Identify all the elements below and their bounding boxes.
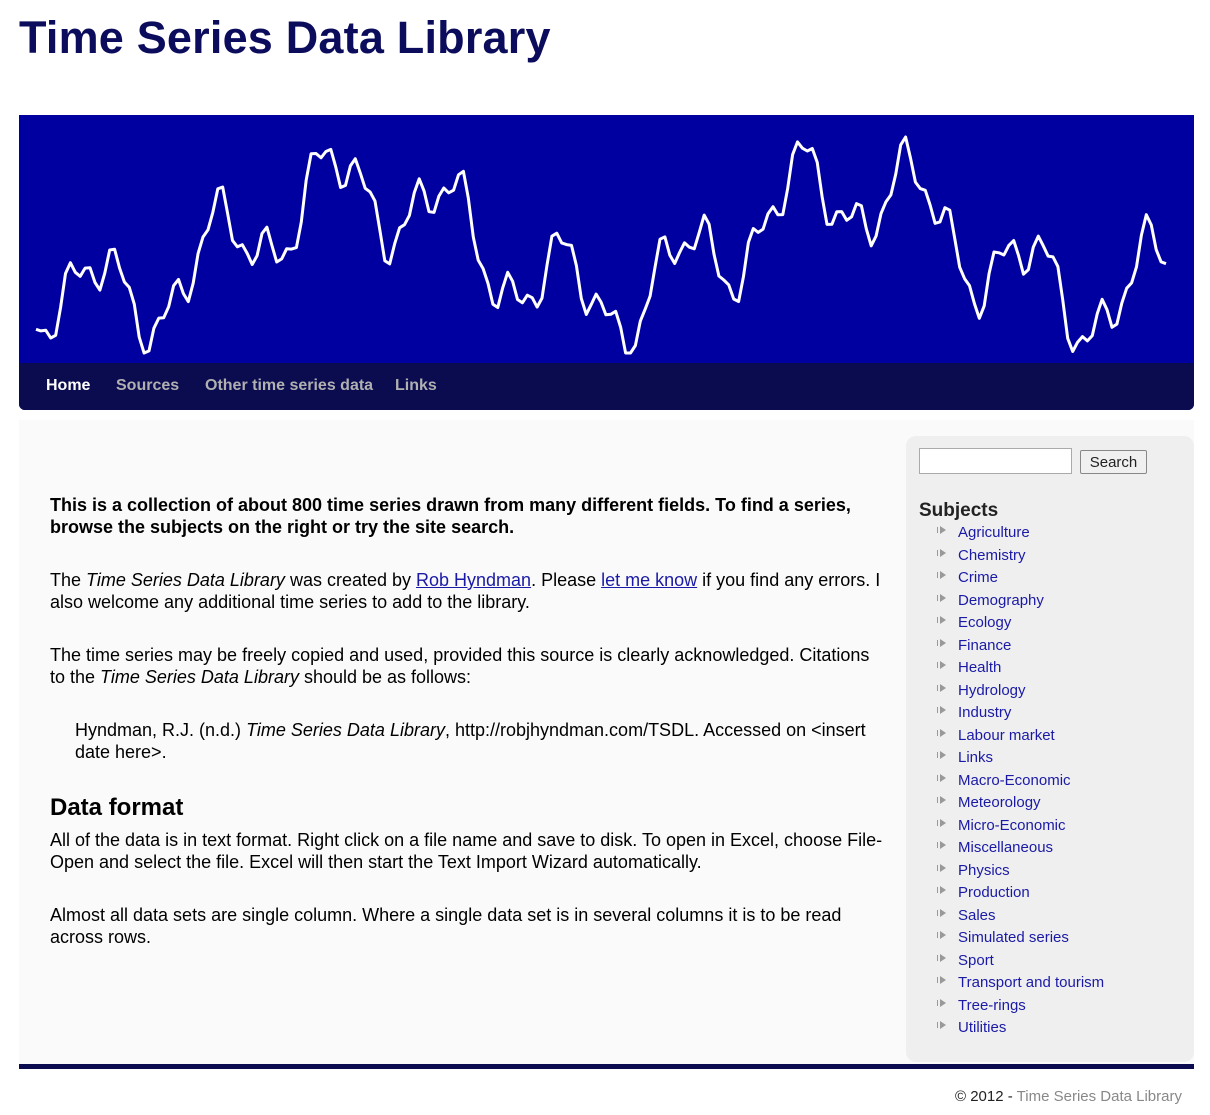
nav-home[interactable]: Home	[46, 377, 91, 394]
creator-paragraph: The Time Series Data Library was created…	[50, 570, 881, 612]
subject-link-simulated-series[interactable]: Simulated series	[958, 929, 1069, 946]
arrow-bullet-icon	[937, 976, 946, 984]
subject-link-chemistry[interactable]: Chemistry	[958, 546, 1026, 564]
subject-link-micro-economic[interactable]: Micro-Economic	[958, 816, 1066, 834]
sidebar: Search Subjects Agriculture Chemistry Crim…	[906, 436, 1194, 1062]
subject-link-industry[interactable]: Industry	[958, 704, 1012, 721]
arrow-bullet-icon	[937, 593, 946, 602]
footer: © 2012 - Time Series Data Library	[955, 1088, 1182, 1105]
subject-link-demography[interactable]: Demography	[958, 591, 1044, 609]
data-format-paragraph: All of the data is in text format. Right…	[50, 830, 883, 872]
arrow-bullet-icon	[937, 998, 946, 1007]
content-area: This is a collection of about 800 time s…	[19, 420, 1194, 1064]
data-format-heading: Data format	[50, 794, 184, 821]
subject-link-sales[interactable]: Sales	[958, 906, 996, 924]
arrow-bullet-icon	[937, 526, 946, 534]
main-content: This is a collection of about 800 time s…	[50, 494, 885, 948]
footer-copyright: © 2012 -	[955, 1088, 1017, 1105]
subject-link-tree-rings[interactable]: Tree-rings	[958, 996, 1026, 1014]
arrow-bullet-icon	[937, 661, 946, 669]
arrow-bullet-icon	[937, 706, 946, 714]
arrow-bullet-icon	[937, 548, 946, 557]
arrow-bullet-icon	[937, 886, 946, 894]
arrow-bullet-icon	[937, 931, 946, 939]
arrow-bullet-icon	[937, 953, 946, 962]
main-navigation: Home Sources Other time series data Link…	[19, 363, 1194, 410]
subject-link-health[interactable]: Health	[958, 659, 1002, 676]
columns-paragraph: Almost all data sets are single column. …	[50, 905, 842, 947]
subjects-heading: Subjects	[919, 500, 999, 521]
arrow-bullet-icon	[937, 841, 946, 849]
footer-divider	[19, 1064, 1194, 1069]
banner-time-series-graphic	[35, 135, 1167, 355]
let-me-know-link[interactable]: let me know	[601, 570, 698, 590]
nav-sources[interactable]: Sources	[116, 377, 180, 394]
subject-link-hydrology[interactable]: Hydrology	[958, 681, 1026, 699]
arrow-bullet-icon	[937, 683, 946, 692]
subject-link-macro-economic[interactable]: Macro-Economic	[958, 771, 1071, 789]
arrow-bullet-icon	[937, 571, 946, 579]
usage-paragraph: The time series may be freely copied and…	[50, 645, 870, 687]
arrow-bullet-icon	[937, 863, 946, 872]
subject-link-labour-market[interactable]: Labour market	[958, 726, 1055, 744]
subject-link-meteorology[interactable]: Meteorology	[958, 794, 1041, 811]
subject-link-links[interactable]: Links	[958, 749, 994, 766]
site-title: Time Series Data Library	[19, 12, 551, 63]
citation-block: Hyndman, R.J. (n.d.) Time Series Data Li…	[75, 720, 866, 762]
subject-link-utilities[interactable]: Utilities	[958, 1019, 1007, 1036]
nav-links[interactable]: Links	[395, 377, 437, 394]
search-input[interactable]	[919, 448, 1072, 474]
intro-text: This is a collection of about 800 time s…	[50, 495, 851, 537]
arrow-bullet-icon	[937, 638, 946, 647]
subject-link-ecology[interactable]: Ecology	[958, 614, 1012, 631]
subject-link-physics[interactable]: Physics	[958, 861, 1010, 879]
arrow-bullet-icon	[937, 616, 946, 624]
header-banner: Home Sources Other time series data Link…	[19, 115, 1194, 410]
arrow-bullet-icon	[937, 751, 946, 759]
arrow-bullet-icon	[937, 818, 946, 827]
subject-link-finance[interactable]: Finance	[958, 636, 1012, 654]
search-button[interactable]: Search	[1080, 450, 1147, 474]
subject-link-transport-and-tourism[interactable]: Transport and tourism	[958, 974, 1105, 991]
nav-other-time-series-data[interactable]: Other time series data	[205, 377, 374, 394]
banner-series-line	[35, 135, 1167, 355]
subject-link-sport[interactable]: Sport	[958, 951, 994, 969]
arrow-bullet-icon	[937, 908, 946, 917]
subject-link-miscellaneous[interactable]: Miscellaneous	[958, 839, 1054, 856]
subject-link-agriculture[interactable]: Agriculture	[958, 524, 1030, 541]
arrow-bullet-icon	[937, 728, 946, 737]
arrow-bullet-icon	[937, 773, 946, 782]
arrow-bullet-icon	[937, 1021, 946, 1029]
subject-link-crime[interactable]: Crime	[958, 569, 998, 586]
rob-hyndman-link[interactable]: Rob Hyndman	[416, 570, 532, 590]
subject-link-production[interactable]: Production	[958, 884, 1030, 901]
arrow-bullet-icon	[937, 796, 946, 804]
footer-site-link[interactable]: Time Series Data Library	[1016, 1088, 1182, 1105]
